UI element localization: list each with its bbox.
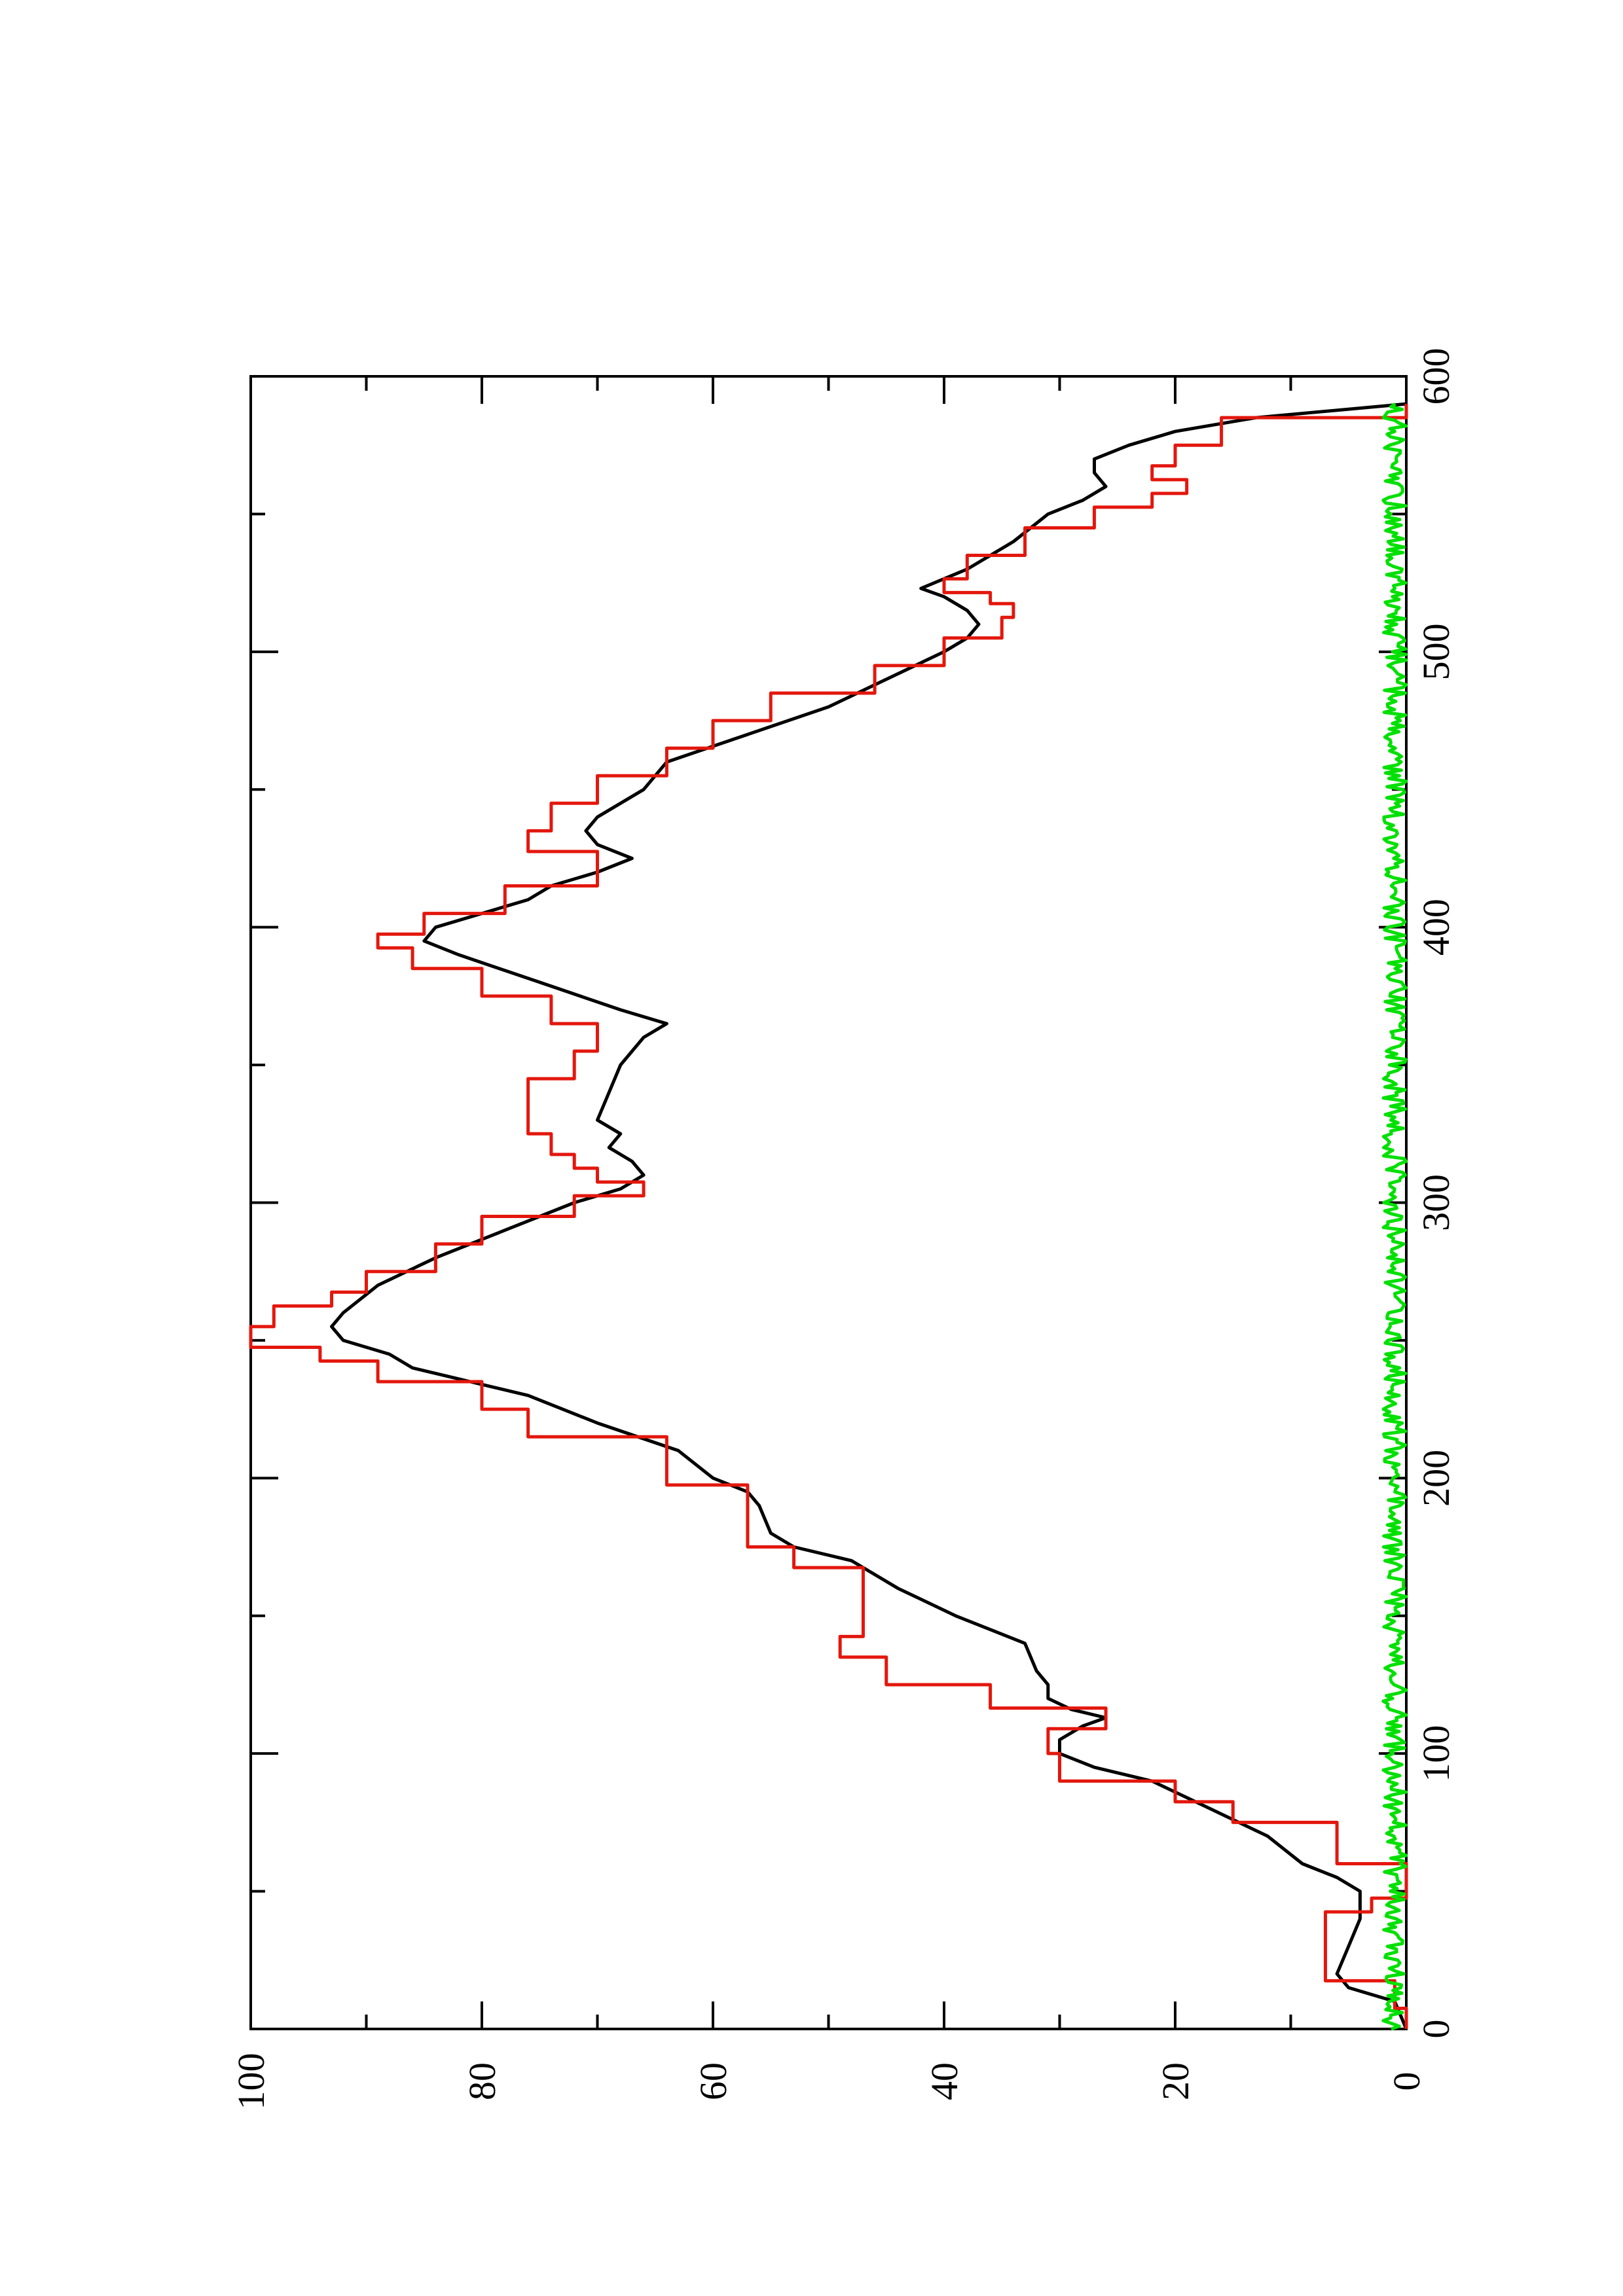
y-tick-label: 0 — [1385, 2072, 1428, 2091]
y-tick-label: 80 — [461, 2062, 503, 2100]
x-tick-label: 100 — [1415, 1725, 1457, 1782]
x-tick-label: 0 — [1415, 2020, 1457, 2039]
x-tick-label: 400 — [1415, 899, 1457, 956]
y-tick-label: 20 — [1154, 2062, 1197, 2100]
x-tick-label: 600 — [1415, 348, 1457, 405]
y-tick-label: 40 — [923, 2062, 966, 2100]
x-tick-label: 200 — [1415, 1450, 1457, 1507]
series-line-3 — [1381, 402, 1408, 2031]
x-tick-label: 300 — [1415, 1174, 1457, 1231]
series-line-2 — [249, 404, 1408, 2029]
x-tick-label: 500 — [1415, 623, 1457, 680]
plot-frame — [249, 375, 1408, 2030]
plot-area: 0 100 200 300 400 500 600 0 20 40 60 80 100 — [230, 348, 1457, 2110]
y-tick-label: 100 — [230, 2053, 272, 2110]
y-tick-label: 60 — [692, 2062, 735, 2100]
